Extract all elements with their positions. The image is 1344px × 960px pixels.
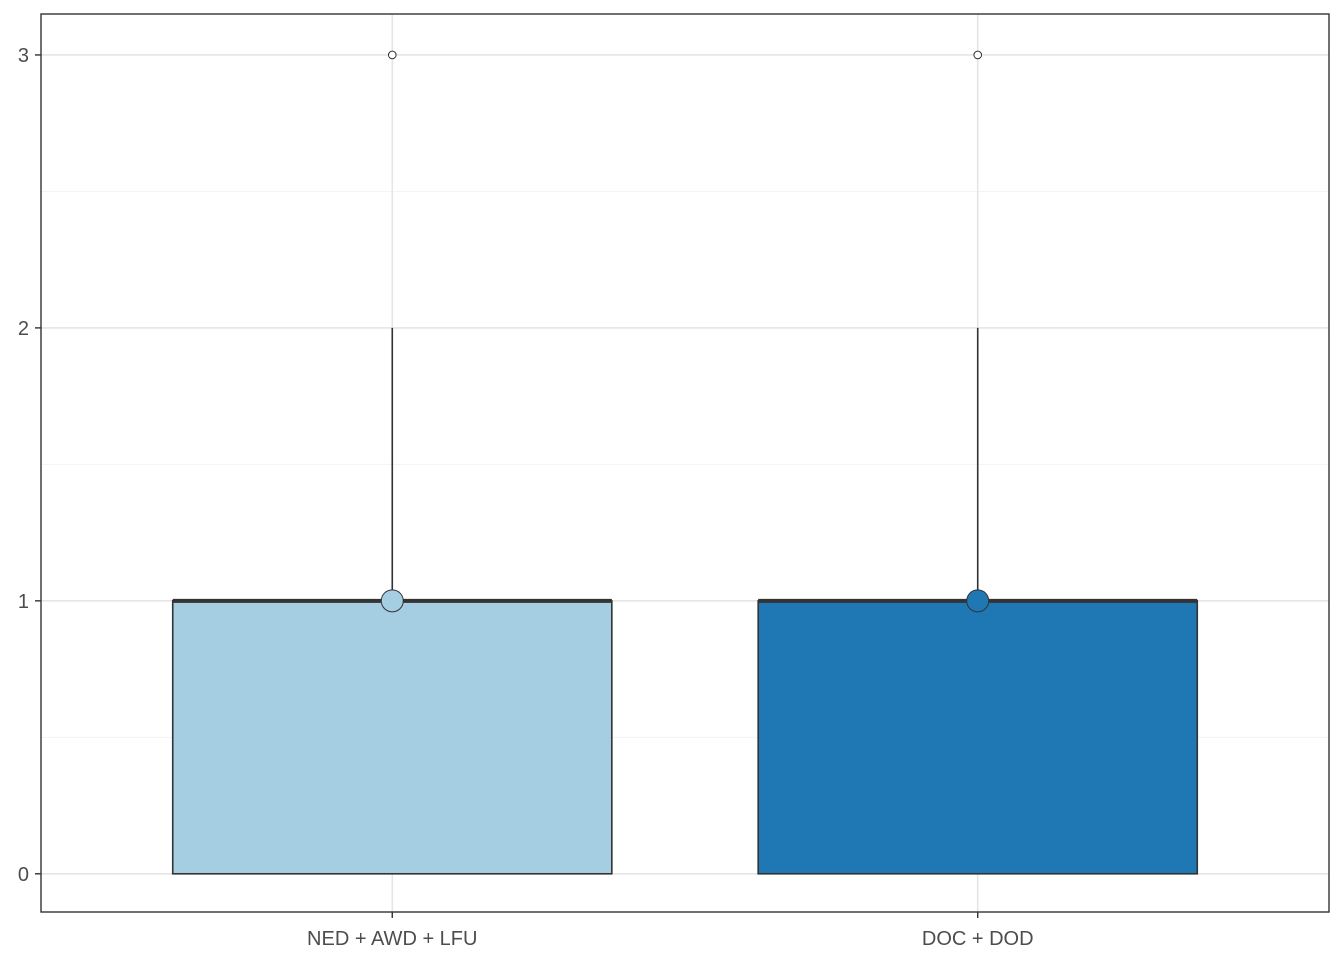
axis-layer: 0 1 2 3 NED + AWD + LFU DOC + DOD bbox=[18, 45, 1034, 950]
outlier-point bbox=[387, 50, 397, 60]
box-layer bbox=[171, 50, 1199, 875]
y-tick-label: 3 bbox=[18, 45, 29, 67]
box-iqr bbox=[757, 600, 1199, 875]
box-iqr bbox=[171, 600, 613, 875]
y-tick-label: 2 bbox=[18, 318, 29, 340]
y-tick-label: 0 bbox=[18, 864, 29, 886]
outlier-point bbox=[973, 50, 983, 60]
y-tick-label: 1 bbox=[18, 591, 29, 613]
mean-point bbox=[966, 589, 990, 613]
x-tick-label: NED + AWD + LFU bbox=[307, 928, 477, 950]
mean-point bbox=[380, 589, 404, 613]
plot-border bbox=[40, 13, 1330, 913]
x-tick-label: DOC + DOD bbox=[922, 928, 1034, 950]
